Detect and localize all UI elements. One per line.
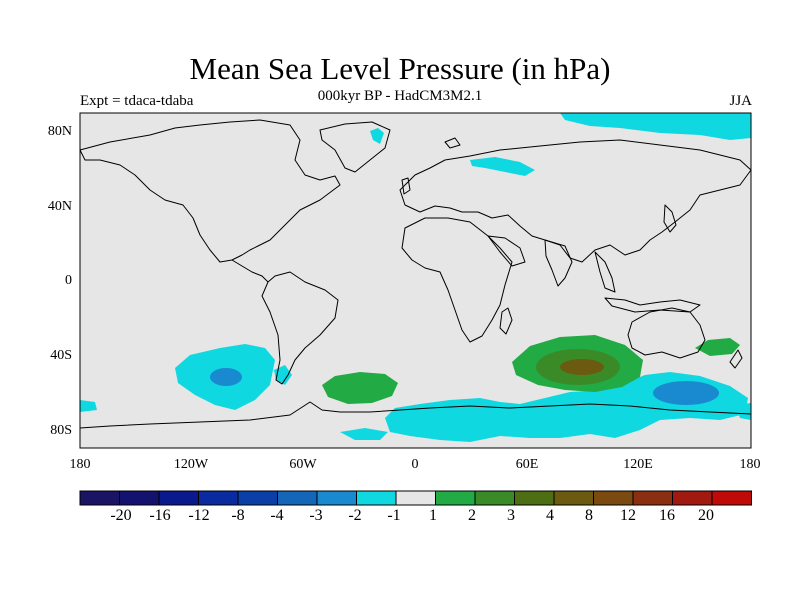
- colorbar-label: -1: [387, 507, 401, 524]
- map-frame: [79, 112, 752, 449]
- anomaly-west-edge: [80, 400, 97, 412]
- colorbar-swatch: [435, 490, 476, 506]
- colorbar-swatch: [119, 490, 160, 506]
- colorbar-label: -2: [348, 507, 362, 524]
- antarctica: [79, 401, 752, 429]
- colorbar-swatch: [198, 490, 239, 506]
- lat-label-40s: 40S: [50, 348, 72, 363]
- new-zealand: [729, 349, 743, 369]
- colorbar-swatch: [158, 490, 199, 506]
- arabia: [487, 235, 526, 267]
- colorbar-swatch: [632, 490, 673, 506]
- anomaly-arctic-north: [560, 113, 751, 140]
- svalbard: [444, 137, 461, 149]
- colorbar-swatch: [593, 490, 634, 506]
- season-label: JJA: [729, 93, 752, 109]
- anomaly-east-edge: [735, 403, 751, 420]
- anomaly-greenland: [370, 128, 384, 144]
- colorbar-swatch: [79, 490, 120, 506]
- strong-negative-anomaly-areas: [210, 368, 719, 405]
- anomaly-australia-south-core: [653, 381, 719, 405]
- colorbar-swatch: [395, 490, 436, 506]
- lon-label-0: 0: [411, 457, 419, 472]
- europe-asia: [399, 139, 752, 263]
- colorbar-swatch: [474, 490, 515, 506]
- colorbar-swatch: [316, 490, 357, 506]
- colorbar-label: 4: [546, 507, 554, 524]
- lon-label-180w: 180: [69, 457, 91, 472]
- colorbar-label: -4: [270, 507, 284, 524]
- colorbar-swatch: [237, 490, 278, 506]
- anomaly-barents: [470, 157, 535, 176]
- colorbar-label: -20: [110, 507, 132, 524]
- lon-label-120w: 120W: [173, 457, 209, 472]
- colorbar-swatch: [356, 490, 397, 506]
- colorbar-label: -16: [149, 507, 171, 524]
- anomaly-south-pacific-core: [210, 368, 242, 386]
- japan: [663, 204, 677, 233]
- colorbar-label: 16: [659, 507, 675, 524]
- strong-positive-anomaly: [560, 359, 604, 375]
- map-title: Mean Sea Level Pressure (in hPa): [189, 51, 611, 86]
- colorbar-label: 1: [429, 507, 437, 524]
- colorbar-label: -3: [309, 507, 323, 524]
- lat-label-0: 0: [65, 273, 72, 288]
- colorbar-swatch: [514, 490, 555, 506]
- map-subtitle: 000kyr BP - HadCM3M2.1: [317, 88, 483, 104]
- lon-label-60e: 60E: [515, 457, 539, 472]
- greenland: [319, 121, 391, 173]
- indonesia: [604, 297, 701, 313]
- colorbar-swatch: [711, 490, 752, 506]
- lat-label-40n: 40N: [47, 199, 72, 214]
- colorbar: [79, 490, 752, 506]
- colorbar-swatch: [553, 490, 594, 506]
- anomaly-ross: [340, 428, 388, 440]
- colorbar-label: 12: [620, 507, 636, 524]
- colorbar-swatch: [672, 490, 713, 506]
- uk: [401, 177, 411, 195]
- central-america: [231, 259, 269, 283]
- anomaly-indian-core: [560, 359, 604, 375]
- south-america: [261, 271, 339, 385]
- colorbar-swatch: [277, 490, 318, 506]
- southeast-asia: [594, 251, 616, 293]
- lat-label-80n: 80N: [47, 124, 72, 139]
- colorbar-label: 3: [507, 507, 515, 524]
- colorbar-label: 8: [585, 507, 593, 524]
- colorbar-label: -8: [231, 507, 245, 524]
- experiment-label: Expt = tdaca-tdaba: [80, 93, 194, 109]
- madagascar: [499, 307, 513, 335]
- lon-label-60w: 60W: [289, 457, 317, 472]
- australia: [627, 307, 706, 359]
- lat-label-80s: 80S: [50, 423, 72, 438]
- anomaly-south-atlantic: [322, 372, 398, 404]
- lon-label-120e: 120E: [623, 457, 653, 472]
- colorbar-label: 20: [698, 507, 714, 524]
- india: [544, 239, 573, 287]
- coastlines: [79, 119, 752, 429]
- colorbar-label: 2: [468, 507, 476, 524]
- north-america: [79, 119, 341, 263]
- colorbar-label: -12: [188, 507, 210, 524]
- anomaly-tasman: [695, 338, 740, 356]
- lon-label-180e: 180: [739, 457, 761, 472]
- africa: [401, 217, 513, 343]
